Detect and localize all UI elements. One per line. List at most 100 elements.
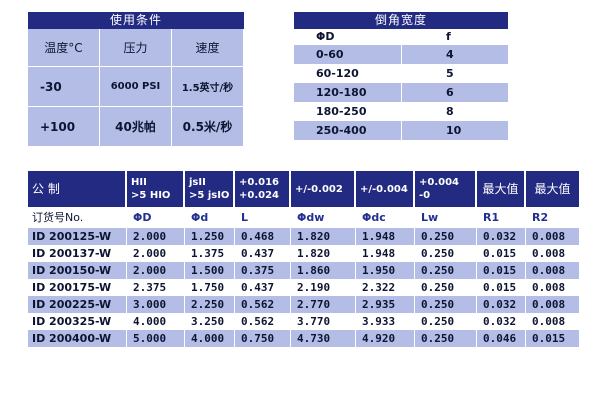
table-cell: 0.437 [235,279,291,296]
order-number-cell: ID 200225-W [28,296,127,313]
table-cell: 2.000 [127,262,185,279]
table-cell: 0.250 [415,262,477,279]
conditions-cell: 1.5英寸/秒 [172,67,244,107]
table-cell: 1.820 [291,245,356,262]
table-cell: 3.770 [291,313,356,330]
header-max-R1: 最大值 [477,171,526,207]
table-cell: 3.250 [185,313,235,330]
subheader-dw: Φdw [297,211,325,224]
table-cell: 1.750 [185,279,235,296]
header-text: 公 制 [32,181,60,196]
table-cell: 0.008 [526,228,579,245]
chamfer-rows: ΦD f 0-60 4 60-120 5 120-180 6 180-250 8… [294,29,508,140]
table-cell: 4.000 [127,313,185,330]
chamfer-value: 4 [402,45,508,64]
table-cell: 2.375 [127,279,185,296]
subheader-d: Φd [191,211,209,224]
table-row: ID 200400-W 5.000 4.000 0.750 4.730 4.920 0.25… [28,330,588,347]
table-cell: 0.375 [235,262,291,279]
header-text: HII [131,177,147,188]
subheader-dc: Φdc [362,211,386,224]
dimensions-table: 公 制 HII >5 HIO jsII >5 jsIO +0.016 +0.024 +… [28,171,588,347]
table-row: ID 200225-W 3.000 2.250 0.562 2.770 2.935 0.25… [28,296,588,313]
table-cell: 3.000 [127,296,185,313]
header-text: +/-0.002 [295,183,343,195]
table-cell: 2.250 [185,296,235,313]
subheader-D: ΦD [133,211,152,224]
table-cell: 0.015 [477,245,526,262]
chamfer-header-f: f [446,30,451,43]
chamfer-table: 倒角宽度 ΦD f 0-60 4 60-120 5 120-180 6 180-… [294,12,508,140]
table-cell: 0.008 [532,281,566,294]
order-number-cell: ID 200400-W [28,330,127,347]
table-row: ID 200325-W 4.000 3.250 0.562 3.770 3.933 0.25… [28,313,588,330]
chamfer-value: 6 [402,83,508,102]
table-cell: 2.770 [291,296,356,313]
table-cell: 4.000 [185,330,235,347]
table-cell: 1.950 [356,262,415,279]
table-cell: 1.948 [356,228,415,245]
table-row: ID 200125-W 2.000 1.250 0.468 1.820 1.948 0.25… [28,228,588,245]
table-cell: 3.933 [356,313,415,330]
table-cell: 4.730 [291,330,356,347]
conditions-title: 使用条件 [28,12,244,29]
table-cell: 0.250 [415,296,477,313]
table-cell: 0.032 [477,313,526,330]
conditions-table: 使用条件 温度°C 压力 速度 -30 6000 PSI 1.5英寸/秒 +10… [28,12,244,147]
header-metric: 公 制 [28,171,127,207]
chamfer-row: 250-400 10 [294,121,508,140]
chamfer-row: 60-120 5 [294,64,508,83]
header-tolerance-Lw: +0.004 -0 [415,171,477,207]
table-cell: 0.008 [526,262,579,279]
chamfer-value: 10 [402,121,508,140]
dimensions-header-row: 公 制 HII >5 HIO jsII >5 jsIO +0.016 +0.024 +… [28,171,588,207]
table-row: ID 200137-W 2.000 1.375 0.437 1.820 1.948 0.25… [28,245,588,262]
table-cell: 0.008 [532,247,566,260]
chamfer-row: 0-60 4 [294,45,508,64]
table-cell: 0.250 [415,330,477,347]
table-cell: 1.250 [185,228,235,245]
subheader-Lw: Lw [421,211,439,224]
table-cell: 2.190 [291,279,356,296]
conditions-cell: +100 [28,107,100,147]
header-text: 最大值 [482,181,519,196]
chamfer-value: 8 [446,105,454,118]
header-text: >5 HIO [131,190,171,201]
table-cell: 1.820 [291,228,356,245]
chamfer-range: 0-60 [294,45,402,64]
table-row: ID 200175-W 2.375 1.750 0.437 2.190 2.322 0.25… [28,279,588,296]
table-cell: 2.000 [127,245,185,262]
order-number-cell: ID 200150-W [28,262,127,279]
order-number-cell: ID 200125-W [28,228,127,245]
table-cell: 2.935 [356,296,415,313]
chamfer-header-diameter: ΦD [316,30,335,43]
subheader-R2: R2 [532,211,549,224]
header-tolerance-dw: +/-0.002 [291,171,356,207]
table-cell: 0.250 [415,313,477,330]
conditions-cell: -30 [28,67,100,107]
chamfer-row: 120-180 6 [294,83,508,102]
chamfer-range: 250-400 [294,121,402,140]
conditions-cell: 0.5米/秒 [172,107,244,147]
header-tolerance-D: HII >5 HIO [127,171,185,207]
table-cell: 0.250 [415,245,477,262]
header-text: jsII [189,177,206,188]
table-cell: 2.000 [127,228,185,245]
order-number-cell: ID 200175-W [28,279,127,296]
conditions-cell: 6000 PSI [100,67,172,107]
table-cell: 0.032 [477,296,526,313]
dimensions-subheader-row: 订货号No. ΦD Φd L Φdw Φdc Lw R1 R2 [28,207,588,228]
table-cell: 1.948 [356,245,415,262]
table-cell: 1.860 [291,262,356,279]
table-row: ID 200150-W 2.000 1.500 0.375 1.860 1.950 0.25… [28,262,588,279]
subheader-L: L [241,211,249,224]
chamfer-range: 60-120 [316,67,359,80]
table-cell: 0.437 [235,245,291,262]
table-cell: 0.008 [532,315,566,328]
header-tolerance-L: +0.016 +0.024 [235,171,291,207]
chamfer-row: 180-250 8 [294,102,508,121]
table-cell: 0.250 [415,279,477,296]
chamfer-title: 倒角宽度 [294,12,508,29]
header-tolerance-dc: +/-0.004 [356,171,415,207]
header-text: -0 [419,190,431,201]
